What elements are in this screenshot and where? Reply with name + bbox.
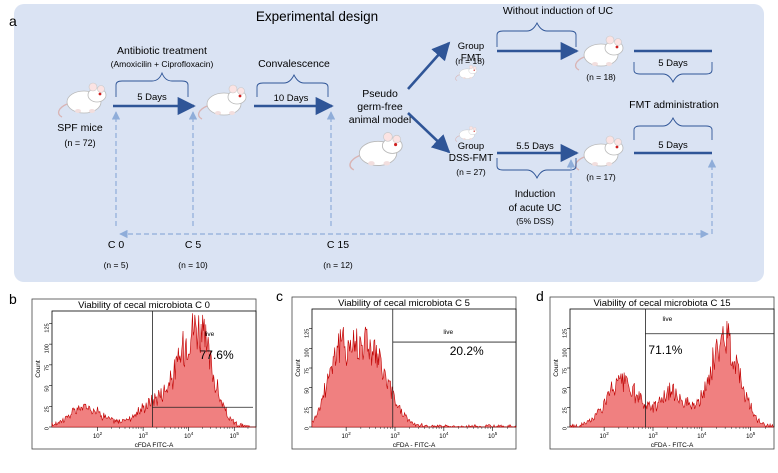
spf-n: (n = 72) (64, 138, 95, 148)
hist-series-area (311, 326, 517, 428)
panel-label-b: b (9, 291, 17, 307)
group-dss-n: (n = 27) (456, 167, 486, 177)
group-fmt-line2: FMT (461, 53, 482, 64)
fmt-top-n: (n = 18) (586, 72, 616, 82)
timepoint-c15: C 15 (327, 239, 349, 251)
group-dss-line1: Group (458, 141, 484, 152)
hist-panel-labels: b c d (9, 288, 544, 307)
panel-label-c: c (276, 288, 283, 304)
fmt-admin-label: FMT administration (629, 99, 719, 111)
hist-x-tick-label: 103 (648, 431, 658, 440)
histogram-c0: Viability of cecal microbiota C 0 0 25 50 75… (31, 298, 257, 450)
without-uc-brace (496, 21, 577, 47)
hist-y-tick-label: 0 (305, 427, 311, 430)
hist-x-tick-label: 105 (746, 431, 756, 440)
hist-x-tick-label: 105 (488, 431, 498, 440)
antibiotic-drugs: (Amoxicilin + Ciprofloxacin) (111, 59, 214, 69)
hist-y-tick-label: 125 (305, 329, 311, 338)
histogram-c5: Viability of cecal microbiota C 5 0 25 50 75… (291, 296, 517, 450)
hist-gate-percent: 20.2% (450, 344, 484, 358)
hist-x-tick-label: 104 (439, 431, 449, 440)
induction-line2: of acute UC (509, 203, 562, 214)
fmt-bottom-duration: 5 Days (658, 140, 688, 151)
group-fmt-line1: Group (458, 41, 484, 52)
fmt-bottom-brace (633, 116, 713, 140)
panel-label-a: a (9, 13, 17, 29)
hist-title: Viability of cecal microbiota C 5 (338, 298, 470, 309)
hist-y-tick-label: 75 (45, 365, 51, 371)
convalescence-brace (256, 73, 329, 97)
hist-x-tick-label: 104 (697, 431, 707, 440)
hist-gate-label: live (663, 316, 673, 323)
hist-x-tick-label: 102 (342, 431, 352, 440)
pseudo-line2: germ-free (357, 101, 403, 113)
hist-gate-label: live (205, 331, 215, 338)
hist-y-tick-label: 0 (45, 427, 51, 430)
design-title: Experimental design (256, 9, 378, 24)
hist-gate-percent: 77.6% (200, 348, 234, 362)
hist-x-label: cFDA FITC-A (135, 442, 174, 449)
group-fmt-n: (n = 18) (455, 56, 485, 66)
hist-series-area (569, 321, 774, 428)
hist-y-tick-label: 25 (45, 406, 51, 412)
induction-line3: (5% DSS) (516, 216, 554, 226)
timepoint-c0: C 0 (108, 239, 125, 251)
spf-label: SPF mice (57, 122, 103, 134)
fmt-bottom-n: (n = 17) (586, 172, 616, 182)
pseudo-line3: animal model (349, 114, 411, 126)
without-uc-label: Without induction of UC (503, 5, 614, 17)
hist-y-tick-label: 25 (305, 407, 311, 413)
histogram-c15: Viability of cecal microbiota C 15 0 25 50 7… (549, 296, 775, 450)
hist-title: Viability of cecal microbiota C 15 (593, 298, 730, 309)
hist-y-label: Count (295, 359, 302, 377)
hist-y-tick-label: 0 (563, 427, 569, 430)
hist-gate-label: live (443, 329, 453, 336)
hist-series-area (51, 313, 256, 428)
hist-y-tick-label: 125 (563, 329, 569, 338)
panel-label-d: d (536, 288, 544, 304)
hist-x-tick-label: 105 (230, 431, 240, 440)
hist-y-tick-label: 25 (563, 407, 569, 413)
branch-to-dss-arrow (407, 112, 451, 154)
dss-duration: 5.5 Days (516, 141, 554, 152)
timepoint-c5: C 5 (185, 239, 202, 251)
hist-y-label: Count (35, 360, 42, 378)
hist-y-tick-label: 100 (305, 348, 311, 357)
hist-x-tick-label: 103 (390, 431, 400, 440)
timepoint-c15-n: (n = 12) (323, 260, 353, 270)
convalescence-title: Convalescence (258, 58, 330, 70)
antibiotic-duration: 5 Days (137, 92, 167, 103)
antibiotic-title: Antibiotic treatment (117, 45, 207, 57)
timepoint-c0-n: (n = 5) (104, 260, 129, 270)
timepoint-c5-n: (n = 10) (178, 260, 208, 270)
induction-line1: Induction (515, 189, 556, 200)
group-dss-line2: DSS-FMT (449, 153, 493, 164)
hist-x-label: cFDA - FITC-A (651, 442, 694, 449)
hist-y-tick-label: 100 (563, 348, 569, 357)
hist-y-tick-label: 75 (305, 368, 311, 374)
dss-brace (496, 158, 577, 180)
hist-gate-percent: 71.1% (648, 343, 682, 357)
branch-to-fmt-arrow (407, 41, 451, 90)
hist-x-tick-label: 104 (184, 431, 194, 440)
hist-y-label: Count (553, 359, 560, 377)
hist-x-label: cFDA - FITC-A (393, 442, 436, 449)
hist-x-tick-label: 102 (93, 431, 103, 440)
hist-x-tick-label: 102 (600, 431, 610, 440)
antibiotic-brace (115, 71, 189, 97)
hist-y-tick-label: 50 (563, 388, 569, 394)
hist-y-tick-label: 50 (305, 388, 311, 394)
hist-y-tick-label: 100 (45, 344, 51, 353)
fmt-top-duration: 5 Days (658, 58, 688, 69)
convalescence-duration: 10 Days (274, 93, 309, 104)
hist-x-tick-label: 103 (139, 431, 149, 440)
hist-y-tick-label: 50 (45, 386, 51, 392)
fmt-top-brace (633, 62, 713, 84)
experimental-design-diagram: a Experimental design SPF mice (n = 72) … (9, 4, 764, 282)
pseudo-line1: Pseudo (362, 88, 398, 100)
hist-title: Viability of cecal microbiota C 0 (78, 300, 210, 311)
hist-y-tick-label: 125 (45, 323, 51, 332)
hist-y-tick-label: 75 (563, 368, 569, 374)
